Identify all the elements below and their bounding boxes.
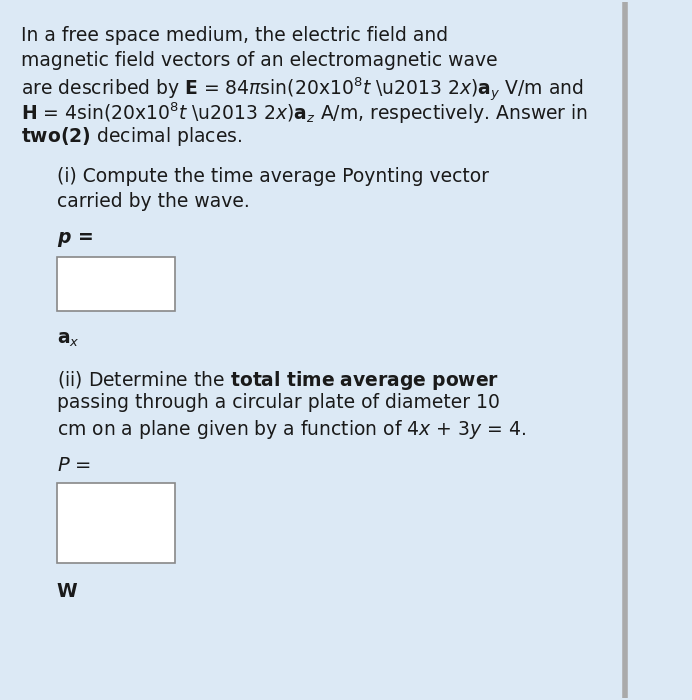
FancyBboxPatch shape xyxy=(57,257,175,311)
Text: cm on a plane given by a function of 4$x$ + 3$y$ = 4.: cm on a plane given by a function of 4$x… xyxy=(57,418,525,441)
Text: $\mathbf{H}$ = 4sin(20x10$^8$$t$ \u2013 2$x$)$\mathbf{a}$$_z$ A/m, respectively.: $\mathbf{H}$ = 4sin(20x10$^8$$t$ \u2013 … xyxy=(21,101,588,126)
FancyBboxPatch shape xyxy=(57,483,175,563)
Text: $\boldsymbol{p}$ =: $\boldsymbol{p}$ = xyxy=(57,230,93,249)
Text: W: W xyxy=(57,582,78,601)
Text: carried by the wave.: carried by the wave. xyxy=(57,192,249,211)
Text: (ii) Determine the $\mathbf{total\ time\ average\ power}$: (ii) Determine the $\mathbf{total\ time\… xyxy=(57,369,499,392)
Text: passing through a circular plate of diameter 10: passing through a circular plate of diam… xyxy=(57,393,500,412)
Text: (i) Compute the time average Poynting vector: (i) Compute the time average Poynting ve… xyxy=(57,167,489,186)
Text: $\mathbf{two(2)}$ decimal places.: $\mathbf{two(2)}$ decimal places. xyxy=(21,125,243,148)
Text: In a free space medium, the electric field and: In a free space medium, the electric fie… xyxy=(21,27,448,46)
Text: magnetic field vectors of an electromagnetic wave: magnetic field vectors of an electromagn… xyxy=(21,51,498,70)
Text: $\mathbf{a}$$_{x}$: $\mathbf{a}$$_{x}$ xyxy=(57,330,80,349)
Text: are described by $\mathbf{E}$ = 84$\pi$sin(20x10$^8$$t$ \u2013 2$x$)$\mathbf{a}$: are described by $\mathbf{E}$ = 84$\pi$s… xyxy=(21,76,584,104)
Text: $P$ =: $P$ = xyxy=(57,456,91,475)
